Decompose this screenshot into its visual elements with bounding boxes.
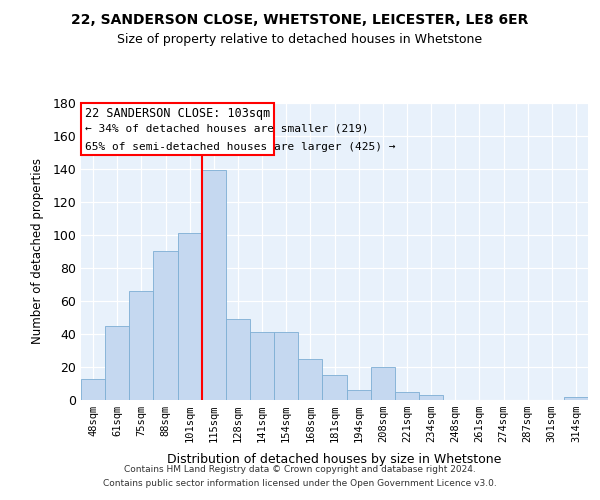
Bar [81, 378, 105, 400]
FancyBboxPatch shape [81, 102, 274, 156]
Bar [371, 367, 395, 400]
Bar [322, 375, 347, 400]
Bar [178, 233, 202, 400]
Bar [250, 332, 274, 400]
Text: 22, SANDERSON CLOSE, WHETSTONE, LEICESTER, LE8 6ER: 22, SANDERSON CLOSE, WHETSTONE, LEICESTE… [71, 12, 529, 26]
Bar [105, 326, 129, 400]
Text: Contains HM Land Registry data © Crown copyright and database right 2024.
Contai: Contains HM Land Registry data © Crown c… [103, 466, 497, 487]
X-axis label: Distribution of detached houses by size in Whetstone: Distribution of detached houses by size … [167, 454, 502, 466]
Y-axis label: Number of detached properties: Number of detached properties [31, 158, 44, 344]
Bar [274, 332, 298, 400]
Bar [154, 252, 178, 400]
Text: 65% of semi-detached houses are larger (425) →: 65% of semi-detached houses are larger (… [85, 142, 395, 152]
Bar [202, 170, 226, 400]
Bar [226, 319, 250, 400]
Bar [564, 396, 588, 400]
Bar [419, 395, 443, 400]
Bar [347, 390, 371, 400]
Bar [395, 392, 419, 400]
Text: Size of property relative to detached houses in Whetstone: Size of property relative to detached ho… [118, 32, 482, 46]
Text: ← 34% of detached houses are smaller (219): ← 34% of detached houses are smaller (21… [85, 124, 368, 134]
Bar [129, 291, 154, 400]
Text: 22 SANDERSON CLOSE: 103sqm: 22 SANDERSON CLOSE: 103sqm [85, 108, 270, 120]
Bar [298, 358, 322, 400]
